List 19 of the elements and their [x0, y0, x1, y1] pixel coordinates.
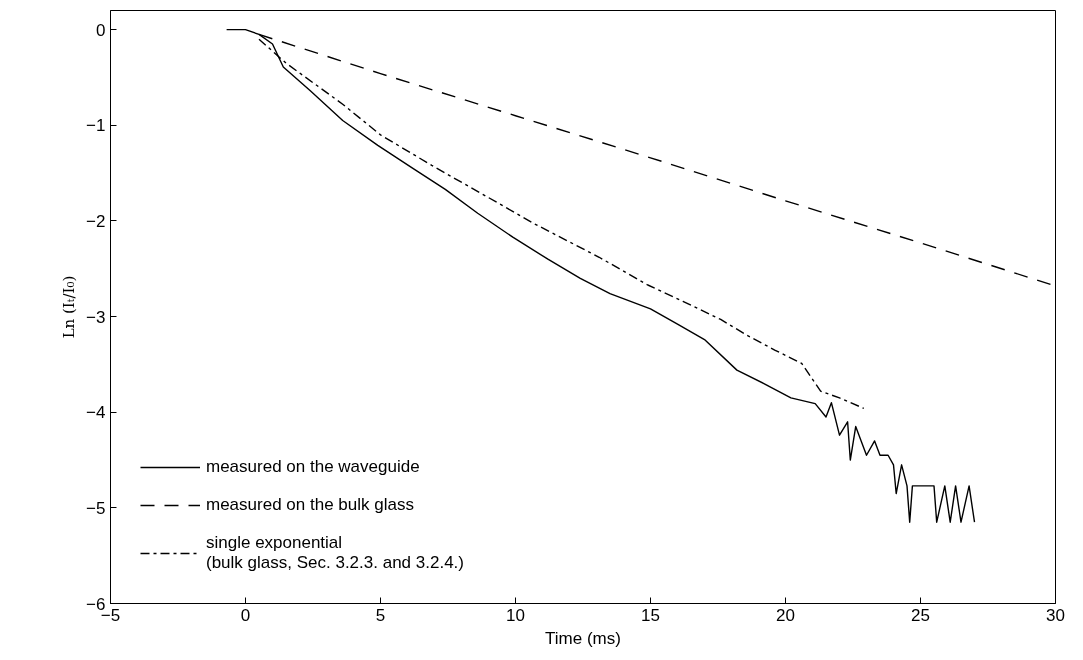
- y-tick-label: −1: [86, 116, 106, 136]
- legend-label: measured on the waveguide: [206, 457, 420, 477]
- y-axis-title: Ln (Iₜ/I₀): [60, 275, 79, 339]
- x-axis-title: Time (ms): [545, 628, 621, 648]
- x-tick-label: 15: [641, 605, 660, 625]
- y-tick-label: 0: [96, 20, 106, 40]
- y-tick-label: −2: [86, 211, 106, 231]
- x-tick-label: 25: [911, 605, 930, 625]
- y-tick-label: −4: [86, 403, 106, 423]
- y-tick-label: −5: [86, 498, 106, 518]
- x-tick-label: 20: [776, 605, 795, 625]
- legend-label: measured on the bulk glass: [206, 495, 414, 515]
- x-tick-label: 10: [506, 605, 525, 625]
- line-series: [258, 38, 865, 410]
- x-tick-label: 30: [1046, 605, 1065, 625]
- legend-label: single exponential (bulk glass, Sec. 3.2.3. and 3.2.4.): [206, 533, 464, 573]
- y-tick-label: −3: [86, 307, 106, 327]
- x-tick-label: 5: [375, 605, 386, 625]
- x-tick-label: 0: [240, 605, 251, 625]
